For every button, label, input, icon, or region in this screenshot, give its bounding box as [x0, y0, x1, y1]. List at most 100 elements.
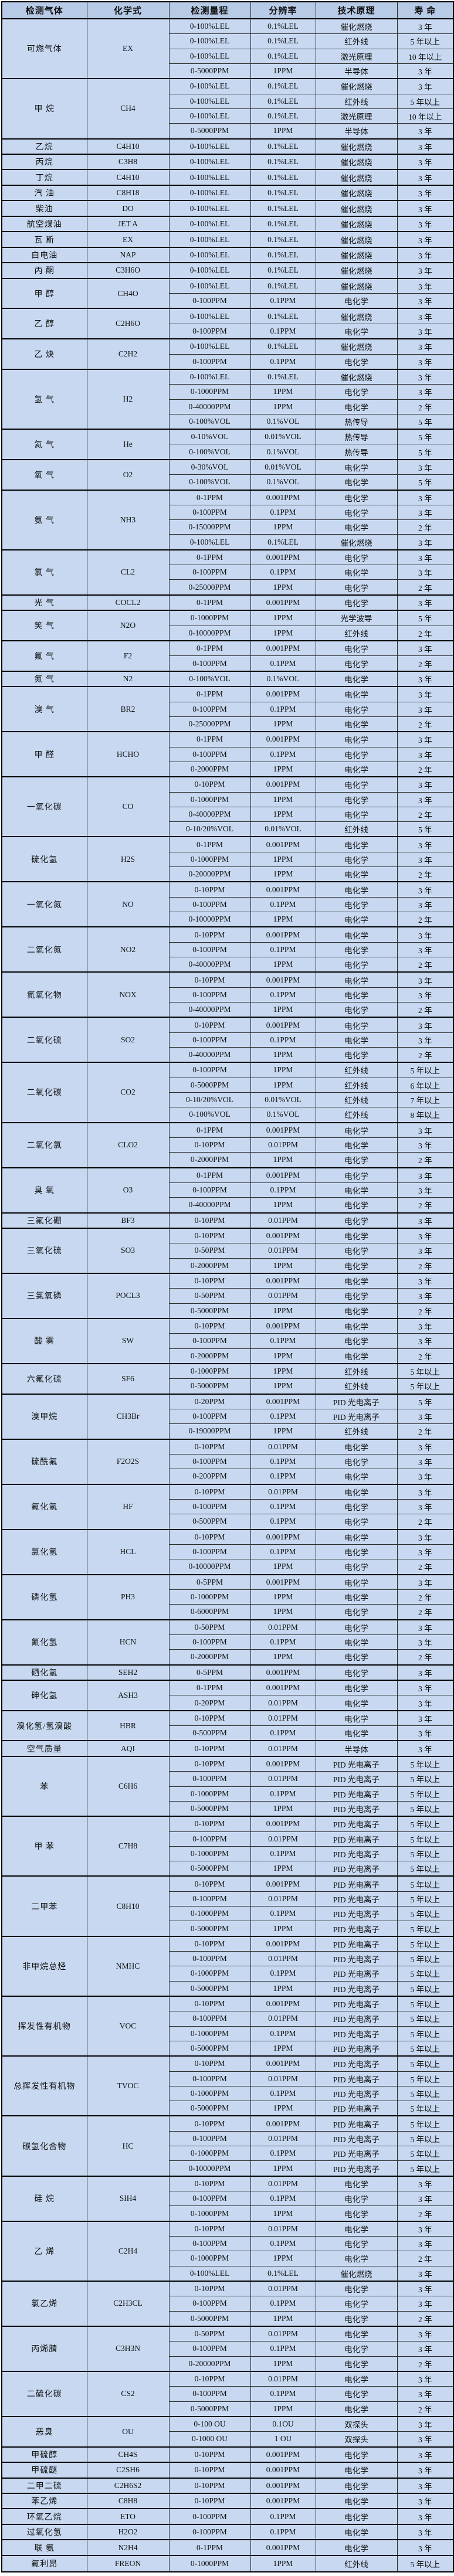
principle-cell: 电化学 [315, 1559, 398, 1575]
lifetime-cell: 5 年以上 [397, 2071, 454, 2086]
spec-row: 0-100PPM 0.1PPM 电化学 3 年 [2, 565, 454, 580]
resolution-cell: 0.1PPM [250, 746, 316, 762]
lifetime-cell: 2 年 [397, 2251, 454, 2266]
lifetime-cell: 5 年以上 [397, 1362, 454, 1379]
range-cell: 0-1000PPM [168, 2085, 251, 2102]
resolution-cell: 0.1%LEL [250, 368, 316, 385]
range-cell: 0-1PPM [168, 1167, 251, 1183]
lifetime-cell: 2 年 [397, 519, 454, 535]
spec-row: 0-5000PPM 1PPM PID 光电离子 5 年以上 [2, 1980, 454, 1997]
lifetime-cell: 2 年 [397, 956, 454, 973]
resolution-cell: 0.1PPM [250, 565, 316, 580]
formula-cell: C3H3N [86, 2325, 170, 2372]
resolution-cell: 1PPM [250, 1077, 316, 1093]
lifetime-cell: 3 年 [397, 323, 454, 339]
formula-cell: NMHC [86, 1935, 170, 1997]
lifetime-cell: 2 年 [397, 1152, 454, 1168]
gas-cell: 苯乙烯 [1, 2492, 87, 2509]
resolution-cell: 0.001PPM [250, 2055, 316, 2072]
resolution-cell: 1PPM [250, 1604, 316, 1620]
lifetime-cell: 3 年 [397, 293, 454, 309]
gas-cell: 氯乙烯 [1, 2280, 87, 2327]
principle-cell: 催化燃烧 [315, 18, 398, 35]
principle-cell: PID 光电离子 [315, 1906, 398, 1922]
resolution-cell: 0.1PPM [250, 2386, 316, 2402]
range-cell: 0-100%LEL [168, 215, 251, 232]
lifetime-cell: 3 年 [397, 489, 454, 505]
spec-row: 氯化氢 HCL 0-10PPM 0.001PPM 电化学 3 年 [1, 1528, 454, 1575]
lifetime-cell: 3 年 [397, 153, 454, 170]
resolution-cell: 0.01PPM [250, 1438, 316, 1455]
resolution-cell: 0.1%LEL [250, 78, 316, 94]
resolution-cell: 1 OU [250, 2431, 316, 2448]
resolution-cell: 1PPM [250, 806, 316, 823]
principle-cell: 电化学 [315, 1303, 398, 1319]
lifetime-cell: 3 年 [397, 2296, 454, 2312]
principle-cell: 电化学 [315, 701, 398, 717]
principle-cell: 红外线 [315, 1062, 398, 1078]
spec-row: 丙 酮 C3H6O 0-100%LEL 0.1%LEL 催化燃烧 3 年 [1, 262, 454, 279]
range-cell: 0-40000PPM [168, 956, 251, 973]
spec-row: 0-1000PPM 1PPM 电化学 3 年 [2, 384, 454, 400]
lifetime-cell: 3 年 [397, 2236, 454, 2252]
lifetime-cell: 2 年 [397, 1649, 454, 1666]
lifetime-cell: 5 年以上 [397, 2554, 454, 2572]
spec-row: 溴化氢/氢溴酸 HBR 0-10PPM 0.01PPM 电化学 3 年 [1, 1710, 454, 1741]
range-cell: 0-100PPM [168, 2236, 251, 2252]
formula-cell: CH4 [86, 78, 170, 140]
range-cell: 0-1000PPM [168, 384, 251, 400]
range-cell: 0-100%LEL [168, 200, 251, 217]
lifetime-cell: 2 年 [397, 1303, 454, 1319]
range-cell: 0-100PPM [168, 1333, 251, 1349]
gas-cell: 二氧化氮 [1, 926, 87, 973]
range-cell: 0-40000PPM [168, 806, 251, 823]
formula-cell: He [86, 429, 170, 460]
resolution-cell: 0.1%LEL [250, 277, 316, 294]
lifetime-cell: 3 年 [397, 2492, 454, 2509]
spec-row: 0-100%VOL 0.1%VOL 热传导 5 年 [2, 413, 454, 430]
lifetime-cell: 3 年 [397, 1695, 454, 1711]
range-cell: 0-10PPM [168, 926, 251, 943]
principle-cell: 电化学 [315, 2341, 398, 2357]
spec-row: 0-5000PPM 1PPM PID 光电离子 5 年以上 [2, 1921, 454, 1937]
resolution-cell: 0.01PPM [250, 1137, 316, 1153]
lifetime-cell: 2 年 [397, 2310, 454, 2327]
range-cell: 0-2000PPM [168, 1348, 251, 1364]
principle-cell: 电化学 [315, 686, 398, 702]
resolution-cell: 0.001PPM [250, 1017, 316, 1033]
spec-row: 0-1000PPM 0.1PPM PID 光电离子 5 年以上 [2, 1846, 454, 1862]
resolution-cell: 1PPM [250, 1800, 316, 1817]
lifetime-cell: 7 年以上 [397, 1092, 454, 1108]
range-cell: 0-100PPM [168, 942, 251, 957]
spec-row: 氮氧化物 NOX 0-10PPM 0.001PPM 电化学 3 年 [1, 971, 454, 1018]
resolution-cell: 1PPM [250, 1152, 316, 1168]
resolution-cell: 0.1PPM [250, 2085, 316, 2102]
lifetime-cell: 2 年 [397, 912, 454, 927]
principle-cell: 电化学 [315, 2205, 398, 2222]
lifetime-cell: 5 年以上 [397, 1906, 454, 1922]
principle-cell: 电化学 [315, 565, 398, 580]
spec-row: 甲硫醇 CH4S 0-10PPM 0.001PPM 电化学 3 年 [1, 2446, 454, 2463]
spec-row: 0-5000PPM 1PPM 红外线 6 年以上 [2, 1077, 454, 1093]
spec-row: 0-1000 OU 1 OU 双探头 3 年 [2, 2431, 454, 2448]
range-cell: 0-100%VOL [168, 444, 251, 460]
range-cell: 0-100PPM [168, 504, 251, 521]
range-cell: 0-10PPM [168, 971, 251, 988]
lifetime-cell: 2 年 [397, 1423, 454, 1440]
range-cell: 0-100%LEL [168, 33, 251, 49]
formula-cell: CLO2 [86, 1122, 170, 1168]
spec-row: 0-5000PPM 1PPM PID 光电离子 5 年以上 [2, 2101, 454, 2116]
spec-row: 0-100%VOL 0.1%VOL 热传导 5 年 [2, 444, 454, 460]
principle-cell: 催化燃烧 [315, 78, 398, 94]
spec-row: 恶臭 OU 0-100 OU 0.1OU 双探头 3 年 [1, 2415, 454, 2448]
principle-cell: 电化学 [315, 1152, 398, 1168]
formula-cell: BR2 [86, 686, 170, 732]
formula-cell: SO3 [86, 1228, 170, 1274]
principle-cell: 电化学 [315, 474, 398, 491]
resolution-cell: 0.01PPM [250, 1831, 316, 1847]
spec-row: 0-100PPM 0.1PPM 电化学 3 年 [2, 1454, 454, 1470]
spec-row: 汽 油 C8H18 0-100%LEL 0.1%LEL 催化燃烧 3 年 [1, 184, 454, 201]
gas-cell: 甲 醇 [1, 277, 87, 309]
range-cell: 0-1PPM [168, 640, 251, 657]
resolution-cell: 0.01PPM [250, 1695, 316, 1711]
